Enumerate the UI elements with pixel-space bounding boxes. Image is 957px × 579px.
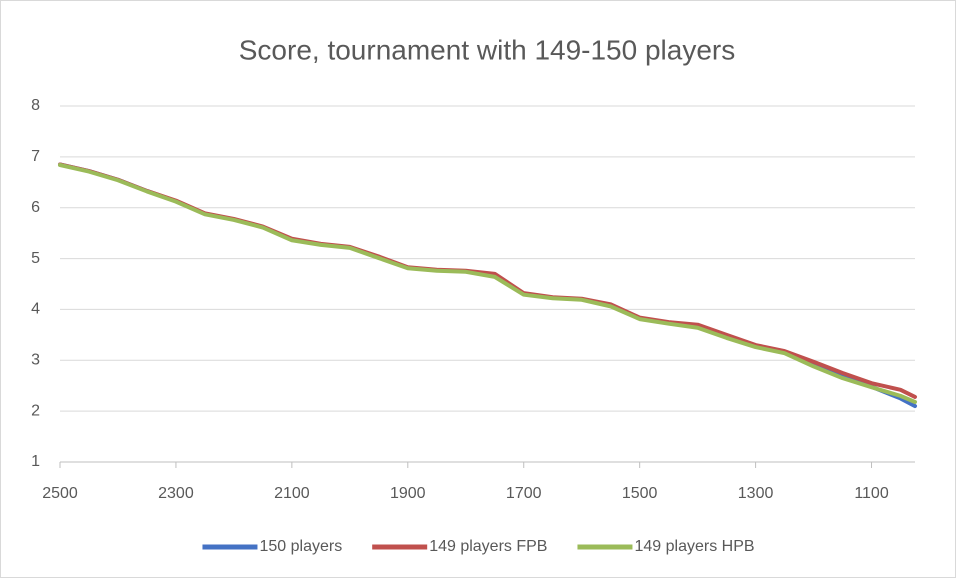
- x-tick-label: 1500: [622, 485, 658, 502]
- y-tick-label: 8: [31, 97, 40, 114]
- chart-title: Score, tournament with 149-150 players: [239, 34, 736, 65]
- y-tick-label: 5: [31, 250, 40, 267]
- legend-label: 149 players FPB: [429, 538, 547, 555]
- x-tick-label: 1300: [738, 485, 774, 502]
- x-tick-label: 2100: [274, 485, 310, 502]
- y-tick-label: 2: [31, 402, 40, 419]
- x-tick-label: 1700: [506, 485, 542, 502]
- series-line: [58, 162, 917, 404]
- y-tick-label: 4: [31, 301, 40, 318]
- y-tick-label: 1: [31, 453, 40, 470]
- y-tick-label: 6: [31, 199, 40, 216]
- y-tick-label: 7: [31, 148, 40, 165]
- x-tick-label: 2300: [158, 485, 194, 502]
- y-tick-label: 3: [31, 352, 40, 369]
- x-tick-label: 1100: [854, 485, 889, 502]
- x-tick-label: 2500: [42, 485, 78, 502]
- x-tick-label: 1900: [390, 485, 426, 502]
- legend-label: 150 players: [259, 538, 342, 555]
- legend-label: 149 players HPB: [634, 538, 754, 555]
